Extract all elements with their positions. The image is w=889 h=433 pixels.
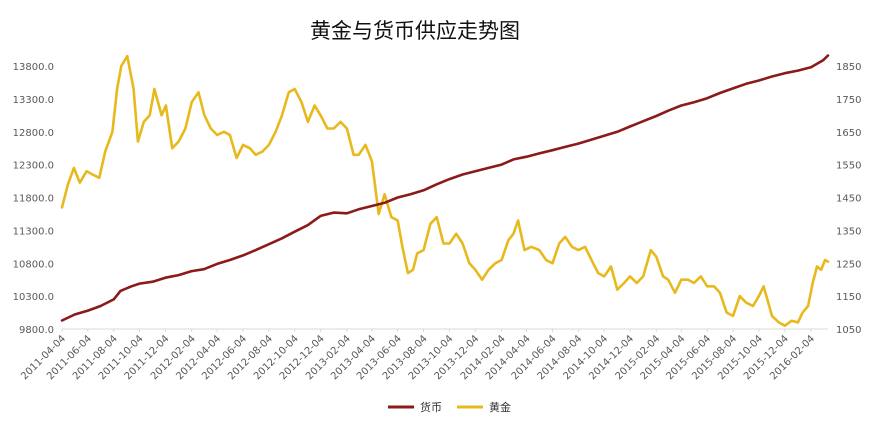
legend-label-gold: 黄金: [489, 400, 511, 414]
y-right-tick-label: 1350: [836, 226, 861, 237]
y-left-tick-label: 12300.0: [13, 161, 54, 172]
y-right-tick-label: 1250: [836, 259, 861, 270]
x-axis: 2011-04-042011-06-042011-08-042011-10-04…: [19, 329, 817, 382]
y-left-tick-label: 13300.0: [13, 95, 54, 106]
y-left-tick-label: 9800.0: [19, 325, 54, 336]
y-axis-right: 1050 1150 1250 1350 1450 1550 1650 1750 1850: [836, 62, 861, 336]
y-left-tick-label: 10300.0: [13, 292, 54, 303]
y-left-tick-label: 11300.0: [13, 226, 54, 237]
y-left-tick-label: 12800.0: [13, 128, 54, 139]
y-right-tick-label: 1050: [836, 325, 861, 336]
chart-title: 黄金与货币供应走势图: [310, 19, 520, 43]
y-right-tick-label: 1850: [836, 62, 861, 73]
y-left-tick-label: 11800.0: [13, 194, 54, 205]
y-right-tick-label: 1550: [836, 161, 861, 172]
legend-label-currency: 货币: [420, 400, 442, 414]
y-right-tick-label: 1150: [836, 292, 861, 303]
y-axis-left: 9800.0 10300.0 10800.0 11300.0 11800.0 12300.…: [13, 62, 54, 336]
y-left-tick-label: 13800.0: [13, 62, 54, 73]
y-left-tick-label: 10800.0: [13, 259, 54, 270]
legend: 货币 黄金: [388, 400, 511, 414]
series-line-currency: [60, 54, 830, 322]
y-right-tick-label: 1750: [836, 95, 861, 106]
series-line-gold: [60, 54, 830, 328]
y-right-tick-label: 1450: [836, 194, 861, 205]
y-right-tick-label: 1650: [836, 128, 861, 139]
series-layer: [60, 54, 830, 328]
